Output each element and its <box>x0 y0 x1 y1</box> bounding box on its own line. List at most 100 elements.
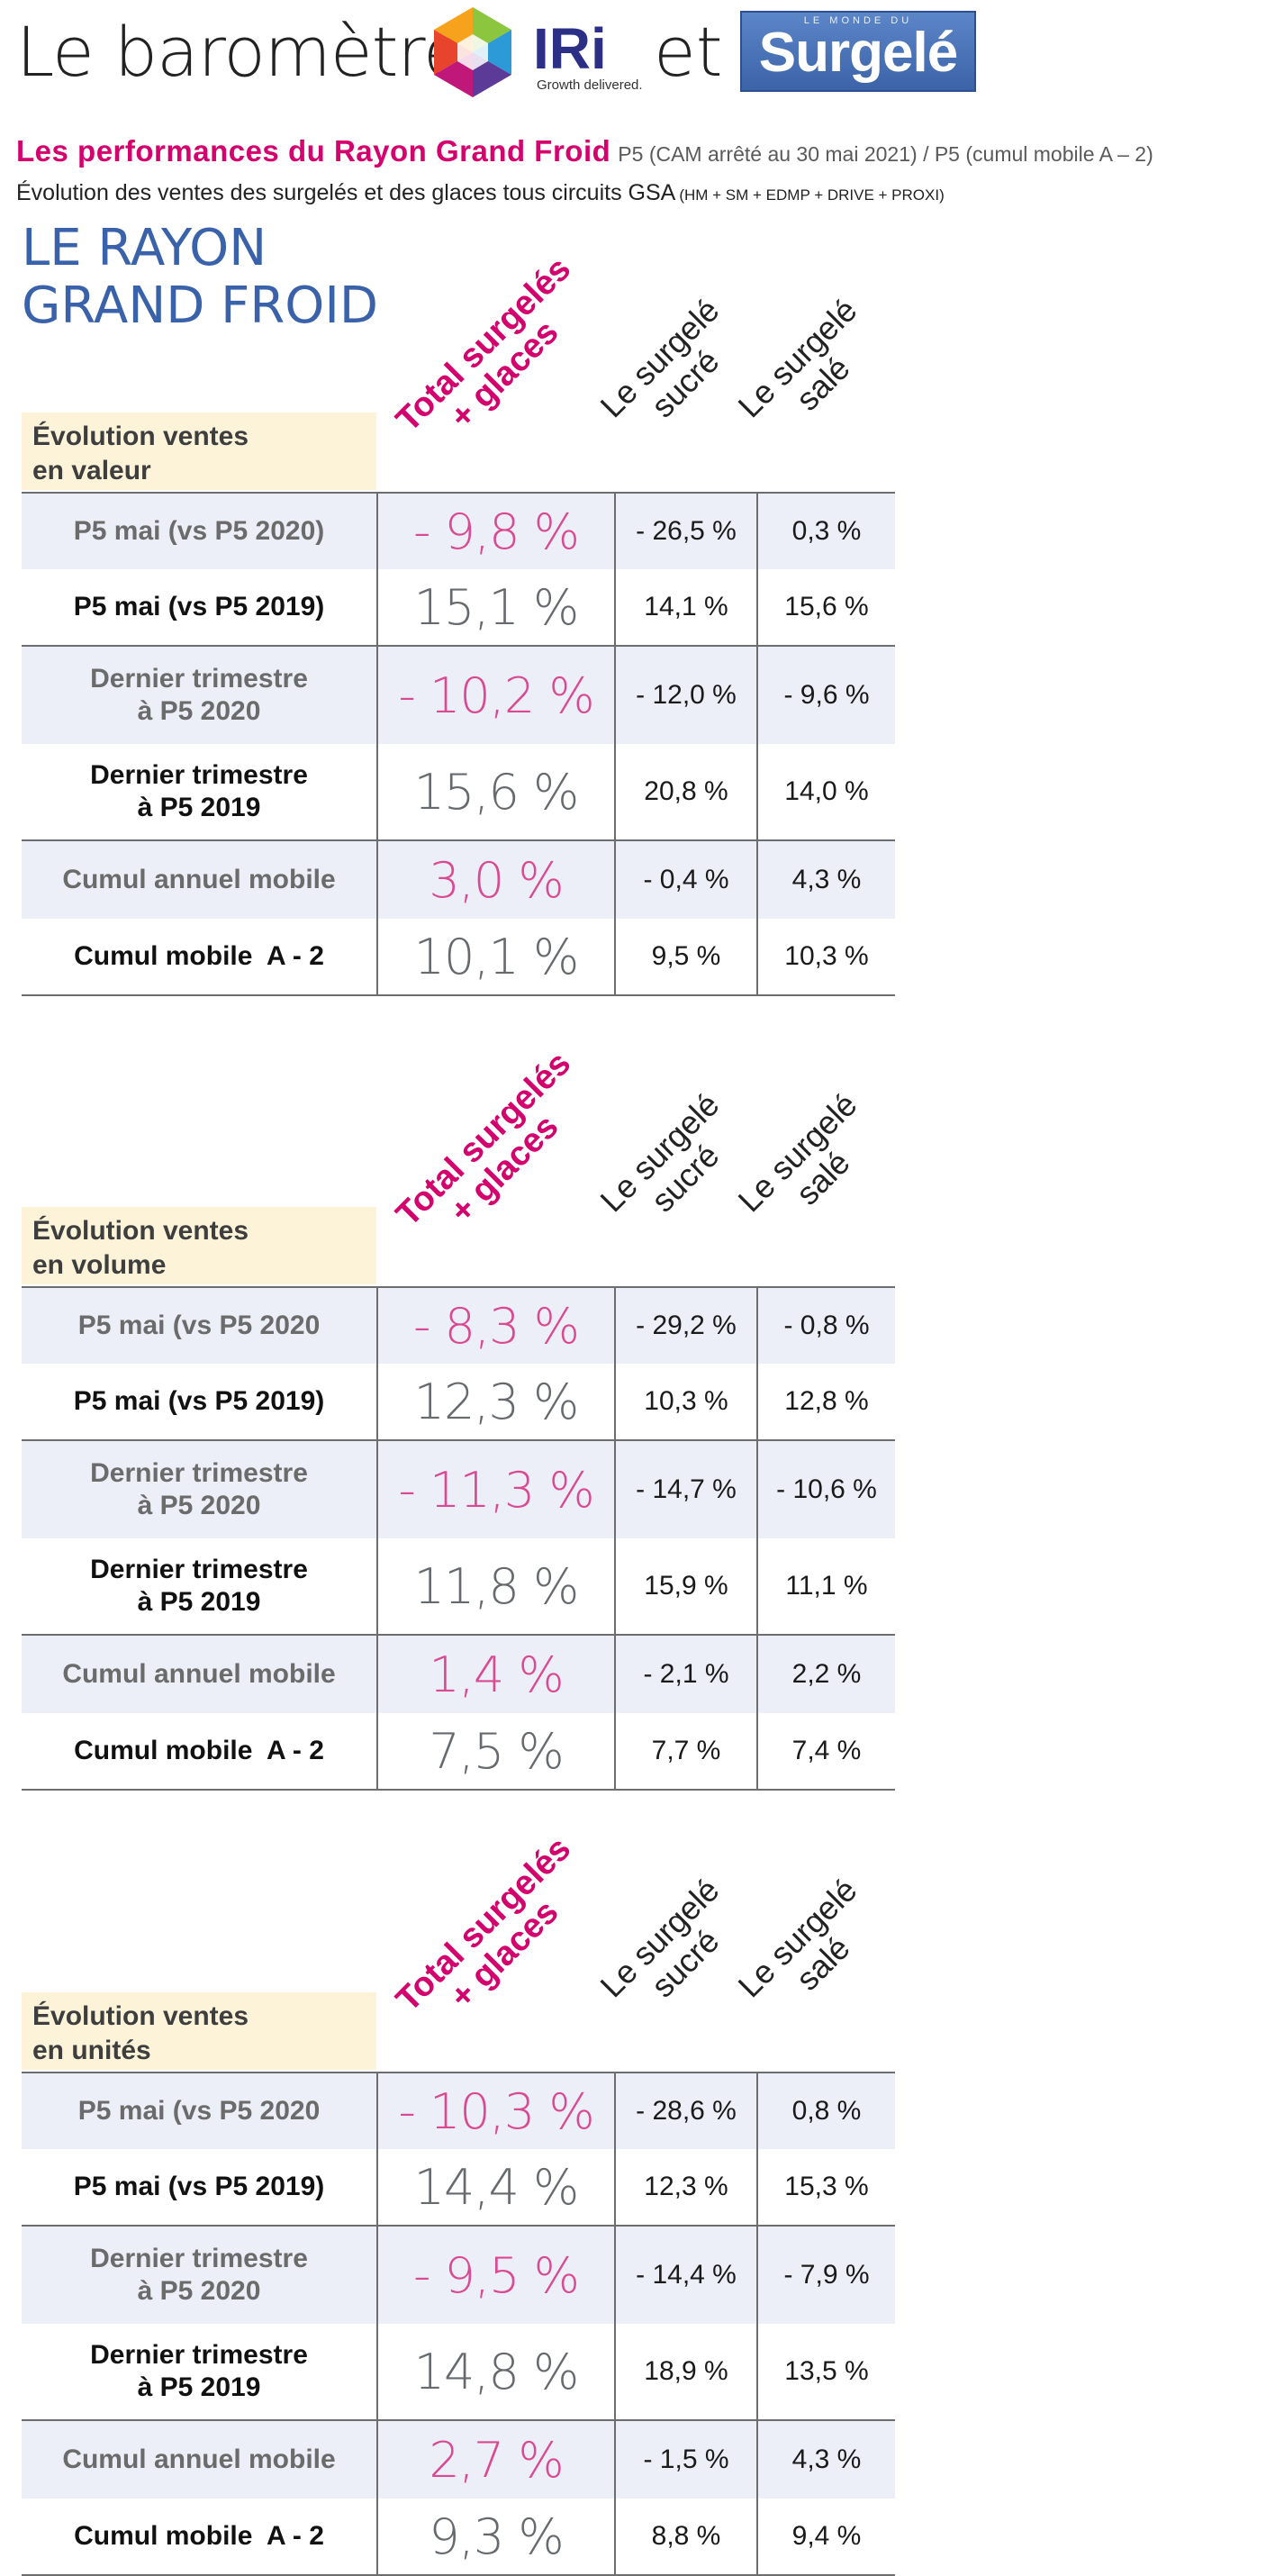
sucre-value: - 1,5 % <box>614 2421 756 2499</box>
row-label: Cumul annuel mobile <box>62 2444 336 2474</box>
total-value: 15,1 % <box>376 569 614 645</box>
row-label: Dernier trimestre à P5 2020 <box>90 664 308 726</box>
description-line: Évolution des ventes des surgelés et des… <box>16 177 945 213</box>
sale-value: - 0,8 % <box>756 1288 895 1364</box>
table-section-label: Évolution ventes en valeur <box>22 413 376 490</box>
total-value: 2,7 % <box>376 2421 614 2499</box>
performance-subtitle: Les performances du Rayon Grand Froid P5 … <box>16 133 1153 176</box>
sale-value: 0,8 % <box>756 2073 895 2149</box>
iri-cube-logo-icon <box>434 7 511 97</box>
table-row: Cumul annuel mobile 3,0 % - 0,4 % 4,3 % <box>22 841 895 919</box>
total-value: - 9,8 % <box>376 494 614 569</box>
section-title: LE RAYON GRAND FROID <box>22 219 378 335</box>
table-row: P5 mai (vs P5 2020) - 9,8 % - 26,5 % 0,3 % <box>22 492 895 569</box>
table-row: Cumul mobile A - 2 10,1 % 9,5 % 10,3 % <box>22 919 895 996</box>
table-row: P5 mai (vs P5 2020 - 8,3 % - 29,2 % - 0,8 % <box>22 1286 895 1364</box>
row-label: P5 mai (vs P5 2020 <box>77 1311 321 1340</box>
row-label: Dernier trimestre à P5 2019 <box>90 2340 308 2402</box>
header-title: Le baromètre <box>16 12 466 92</box>
table-row: P5 mai (vs P5 2020 - 10,3 % - 28,6 % 0,8 % <box>22 2072 895 2149</box>
sale-value: 0,3 % <box>756 494 895 569</box>
page-header: Le baromètre IRi Growth delivered. et LE… <box>0 0 1275 108</box>
sucre-value: 18,9 % <box>614 2324 756 2419</box>
column-header-sale: Le surgelé salé <box>730 1085 864 1220</box>
sucre-value: 8,8 % <box>614 2499 756 2574</box>
row-label: Dernier trimestre à P5 2019 <box>90 760 308 822</box>
row-label: P5 mai (vs P5 2020 <box>77 2096 321 2126</box>
table-row: P5 mai (vs P5 2019) 14,4 % 12,3 % 15,3 % <box>22 2149 895 2227</box>
table-section-label: Évolution ventes en unités <box>22 1992 376 2070</box>
row-label: P5 mai (vs P5 2020) <box>73 516 325 546</box>
sucre-value: 14,1 % <box>614 569 756 645</box>
table-row: Dernier trimestre à P5 2019 15,6 % 20,8 % 1… <box>22 744 895 841</box>
sale-value: 7,4 % <box>756 1713 895 1789</box>
sucre-value: - 12,0 % <box>614 647 756 744</box>
row-label: Cumul annuel mobile <box>62 1659 336 1689</box>
table-row: Dernier trimestre à P5 2020 - 11,3 % - 14,… <box>22 1441 895 1538</box>
sucre-value: - 0,4 % <box>614 841 756 919</box>
row-label: Cumul annuel mobile <box>62 865 336 894</box>
sale-value: 13,5 % <box>756 2324 895 2419</box>
sucre-value: - 14,4 % <box>614 2227 756 2324</box>
table-row: Dernier trimestre à P5 2019 11,8 % 15,9 % 1… <box>22 1538 895 1636</box>
sucre-value: 10,3 % <box>614 1364 756 1439</box>
sale-value: 2,2 % <box>756 1636 895 1713</box>
column-header-sucre: Le surgelé sucré <box>592 1871 727 2005</box>
sale-value: 4,3 % <box>756 2421 895 2499</box>
column-header-sucre: Le surgelé sucré <box>592 291 727 425</box>
description-text: Évolution des ventes des surgelés et des… <box>16 180 676 205</box>
sucre-value: - 26,5 % <box>614 494 756 569</box>
row-label: Dernier trimestre à P5 2020 <box>90 1458 308 1520</box>
iri-tagline: Growth delivered. <box>537 77 643 93</box>
column-header-total: Total surgelés + glaces <box>389 249 579 440</box>
sale-value: 11,1 % <box>756 1538 895 1634</box>
table-row: Dernier trimestre à P5 2019 14,8 % 18,9 % 1… <box>22 2324 895 2421</box>
performance-title: Les performances du Rayon Grand Froid <box>16 134 611 168</box>
table-rows: P5 mai (vs P5 2020 - 8,3 % - 29,2 % - 0,8 %… <box>22 1286 895 1791</box>
total-value: 14,4 % <box>376 2149 614 2225</box>
sucre-value: 20,8 % <box>614 744 756 839</box>
column-header-sucre: Le surgelé sucré <box>592 1085 727 1220</box>
row-label: P5 mai (vs P5 2019) <box>73 592 325 621</box>
total-value: 11,8 % <box>376 1538 614 1634</box>
row-label: Dernier trimestre à P5 2020 <box>90 2244 308 2306</box>
sale-value: - 9,6 % <box>756 647 895 744</box>
surgele-logo-main: Surgelé <box>758 22 958 84</box>
sale-value: 14,0 % <box>756 744 895 839</box>
table-row: Cumul mobile A - 2 7,5 % 7,7 % 7,4 % <box>22 1713 895 1791</box>
sucre-value: 12,3 % <box>614 2149 756 2225</box>
header-and-word: et <box>654 12 723 92</box>
total-value: 1,4 % <box>376 1636 614 1713</box>
sucre-value: 7,7 % <box>614 1713 756 1789</box>
column-header-sale: Le surgelé salé <box>730 1871 864 2005</box>
iri-logo-text: IRi <box>533 16 607 81</box>
sale-value: 9,4 % <box>756 2499 895 2574</box>
sucre-value: 9,5 % <box>614 919 756 994</box>
total-value: 3,0 % <box>376 841 614 919</box>
row-label: Dernier trimestre à P5 2019 <box>90 1555 308 1617</box>
sucre-value: - 14,7 % <box>614 1441 756 1538</box>
sale-value: 15,6 % <box>756 569 895 645</box>
column-header-sale: Le surgelé salé <box>730 291 864 425</box>
sucre-value: - 2,1 % <box>614 1636 756 1713</box>
total-value: 10,1 % <box>376 919 614 994</box>
table-row: Cumul annuel mobile 1,4 % - 2,1 % 2,2 % <box>22 1636 895 1713</box>
total-value: 15,6 % <box>376 744 614 839</box>
row-label: P5 mai (vs P5 2019) <box>73 1386 325 1416</box>
total-value: 7,5 % <box>376 1713 614 1789</box>
table-rows: P5 mai (vs P5 2020- 10,3 % - 28,6 % 0,8 % P… <box>22 2072 895 2576</box>
sale-value: 12,8 % <box>756 1364 895 1439</box>
sale-value: 15,3 % <box>756 2149 895 2225</box>
total-value: 12,3 % <box>376 1364 614 1439</box>
row-label: P5 mai (vs P5 2019) <box>73 2172 325 2201</box>
surgele-logo-top: LE MONDE DU <box>803 15 913 26</box>
table-rows: P5 mai (vs P5 2020) - 9,8 % - 26,5 % 0,3 % P… <box>22 492 895 996</box>
sale-value: 10,3 % <box>756 919 895 994</box>
row-label: Cumul mobile A - 2 <box>74 2521 324 2551</box>
row-label: Cumul mobile A - 2 <box>74 941 324 971</box>
sucre-value: - 28,6 % <box>614 2073 756 2149</box>
total-value: - 10,2 % <box>376 647 614 744</box>
total-value: 14,8 % <box>376 2324 614 2419</box>
row-label: Cumul mobile A - 2 <box>74 1736 324 1765</box>
table-row: Dernier trimestre à P5 2020 - 9,5 % - 14,4… <box>22 2227 895 2324</box>
